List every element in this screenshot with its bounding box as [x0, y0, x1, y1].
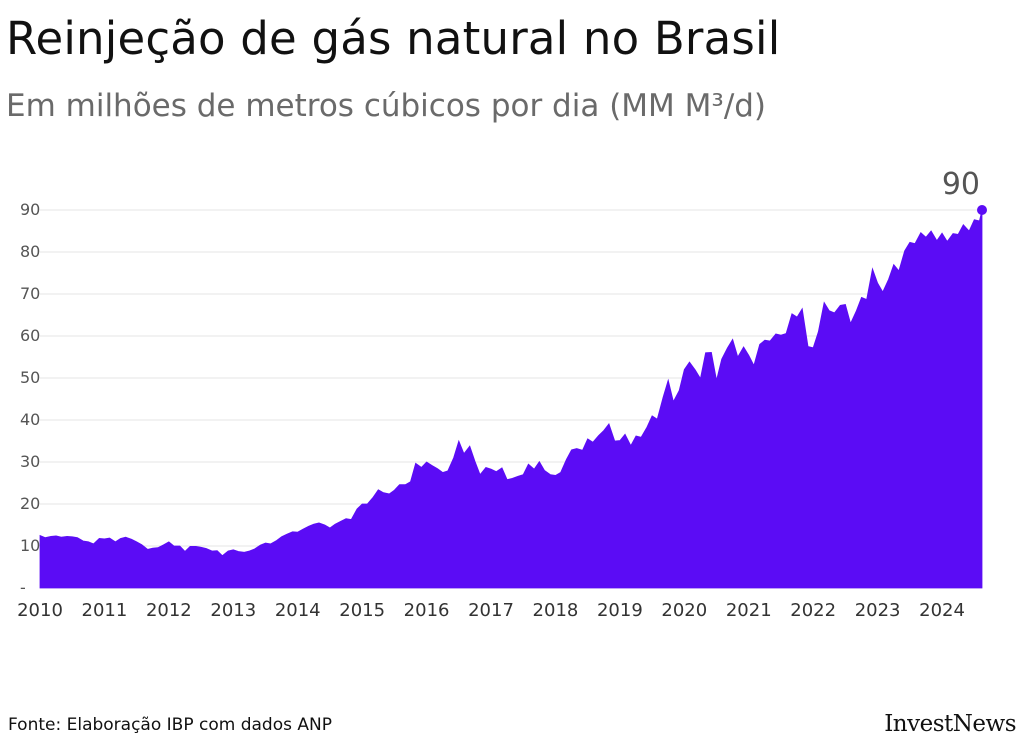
- y-tick-label: 20: [20, 494, 40, 513]
- chart-title: Reinjeção de gás natural no Brasil: [6, 12, 781, 65]
- x-tick-label: 2010: [17, 600, 63, 621]
- x-tick-label: 2019: [597, 600, 643, 621]
- y-tick-label: 10: [20, 536, 40, 555]
- x-tick-label: 2012: [146, 600, 192, 621]
- last-point-marker: [977, 205, 987, 215]
- x-tick-label: 2016: [404, 600, 450, 621]
- x-tick-label: 2015: [339, 600, 385, 621]
- x-tick-label: 2020: [661, 600, 707, 621]
- grid-lines: [40, 209, 982, 589]
- y-tick-label: 40: [20, 410, 40, 429]
- y-tick-label: 90: [20, 200, 40, 219]
- x-tick-label: 2013: [210, 600, 256, 621]
- x-tick-label: 2023: [855, 600, 901, 621]
- x-tick-label: 2024: [919, 600, 965, 621]
- y-tick-label: 30: [20, 452, 40, 471]
- annotations: 90: [942, 167, 987, 215]
- series-reinjecao: [39, 209, 983, 589]
- source-note: Fonte: Elaboração IBP com dados ANP: [8, 715, 332, 735]
- x-tick-label: 2022: [790, 600, 836, 621]
- x-tick-label: 2018: [533, 600, 579, 621]
- y-tick-label: 70: [20, 284, 40, 303]
- brand-logo: InvestNews: [884, 711, 1016, 737]
- x-tick-label: 2017: [468, 600, 514, 621]
- y-tick-label: -: [20, 578, 26, 597]
- y-tick-label: 50: [20, 368, 40, 387]
- y-tick-label: 80: [20, 242, 40, 261]
- area-path: [39, 209, 983, 589]
- last-value-label: 90: [942, 167, 980, 202]
- axes: - 10 20 30 40 50 60 70 80 90 2010 2011 2012 2013 2014 2…: [17, 200, 965, 621]
- chart-subtitle: Em milhões de metros cúbicos por dia (MM…: [6, 88, 767, 124]
- chart-area: - 10 20 30 40 50 60 70 80 90 2010 2011 2012 2013 2014 2…: [17, 167, 987, 621]
- x-tick-label: 2011: [82, 600, 128, 621]
- y-tick-label: 60: [20, 326, 40, 345]
- x-tick-label: 2014: [275, 600, 321, 621]
- x-tick-label: 2021: [726, 600, 772, 621]
